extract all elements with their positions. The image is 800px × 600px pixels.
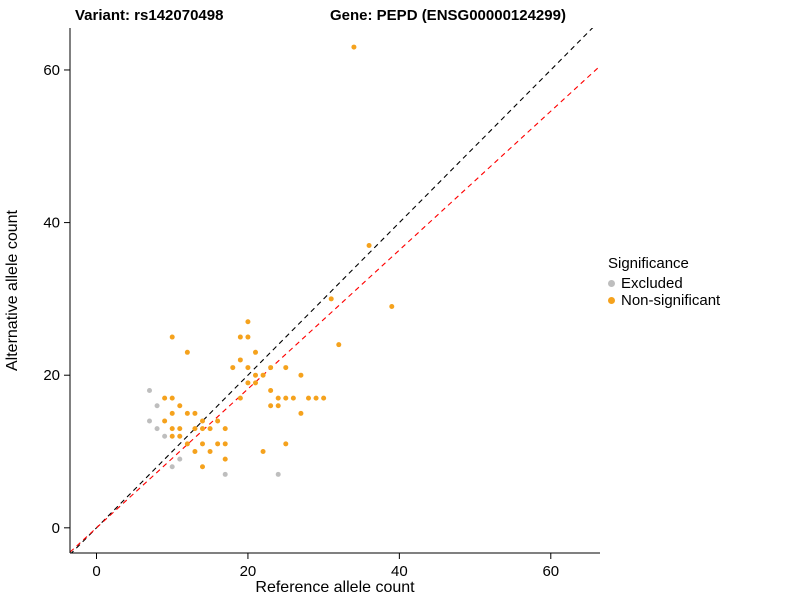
data-point xyxy=(222,426,228,432)
data-point xyxy=(222,441,228,447)
data-point xyxy=(162,418,168,424)
data-point xyxy=(351,44,357,50)
data-point xyxy=(200,418,205,424)
points-excluded xyxy=(147,387,281,477)
data-point xyxy=(222,471,228,477)
data-point xyxy=(184,410,190,416)
identity-line xyxy=(70,28,594,553)
data-point xyxy=(154,403,160,409)
y-tick-label: 60 xyxy=(43,62,60,79)
x-tick-label: 0 xyxy=(92,563,100,580)
legend-label-excluded: Excluded xyxy=(621,275,683,292)
data-point xyxy=(184,441,190,447)
points-non-significant xyxy=(162,44,395,470)
data-point xyxy=(169,426,175,432)
data-point xyxy=(192,449,198,455)
data-point xyxy=(260,449,266,455)
variant-title: Variant: rs142070498 xyxy=(75,7,224,24)
data-point xyxy=(336,342,342,348)
legend-entry-non-significant: Non-significant xyxy=(608,292,720,309)
data-point xyxy=(177,426,183,432)
legend-entry-excluded: Excluded xyxy=(608,275,720,292)
x-tick-label: 20 xyxy=(240,563,257,580)
data-point xyxy=(275,403,281,409)
data-point xyxy=(321,395,327,401)
data-point xyxy=(154,426,160,432)
data-point xyxy=(245,380,251,386)
data-point xyxy=(298,410,304,416)
data-point xyxy=(192,426,198,432)
data-point xyxy=(215,418,221,424)
data-point xyxy=(147,418,152,424)
data-point xyxy=(290,395,296,401)
legend: Significance Excluded Non-significant xyxy=(608,255,720,309)
reference-lines xyxy=(70,28,600,553)
data-point xyxy=(237,334,243,340)
y-tick-label: 20 xyxy=(43,367,60,384)
data-point xyxy=(298,372,304,378)
y-tick-label: 40 xyxy=(43,215,60,232)
data-point xyxy=(366,242,372,248)
legend-title: Significance xyxy=(608,255,689,272)
data-point xyxy=(313,395,319,401)
data-point xyxy=(306,395,311,401)
data-point xyxy=(283,365,289,371)
data-point xyxy=(169,464,175,470)
y-axis-title: Alternative allele count xyxy=(4,209,21,371)
data-point xyxy=(177,403,183,409)
data-point xyxy=(169,410,175,416)
data-point xyxy=(275,471,281,477)
axes: 0 20 40 60 0 20 40 60 xyxy=(43,28,600,580)
data-point xyxy=(230,365,236,371)
data-point xyxy=(260,372,266,378)
excluded-dot-icon xyxy=(608,280,615,287)
data-point xyxy=(283,395,289,401)
data-point xyxy=(328,296,334,302)
data-point xyxy=(245,334,251,340)
data-point xyxy=(389,304,395,310)
data-point xyxy=(215,441,221,447)
data-point xyxy=(177,433,183,439)
x-tick-label: 40 xyxy=(391,563,408,580)
data-point xyxy=(283,441,289,447)
x-tick-label: 60 xyxy=(542,563,559,580)
data-point xyxy=(237,395,243,401)
data-point xyxy=(162,395,168,401)
data-point xyxy=(207,426,213,432)
data-point xyxy=(245,365,251,371)
y-tick-label: 0 xyxy=(52,520,60,537)
non-significant-dot-icon xyxy=(608,297,615,304)
data-point xyxy=(268,403,274,409)
data-point xyxy=(253,349,258,355)
data-point xyxy=(200,441,205,447)
data-point xyxy=(245,319,251,325)
data-point xyxy=(169,433,175,439)
data-point xyxy=(200,426,205,432)
data-point xyxy=(268,365,274,371)
data-point xyxy=(169,334,175,340)
data-point xyxy=(169,395,175,401)
data-point xyxy=(207,449,213,455)
data-point xyxy=(237,357,243,363)
data-point xyxy=(184,349,190,355)
legend-label-non-significant: Non-significant xyxy=(621,292,721,309)
data-point xyxy=(275,395,281,401)
data-point xyxy=(147,387,152,393)
data-point xyxy=(200,464,205,470)
data-point xyxy=(192,410,198,416)
data-point xyxy=(162,433,168,439)
gene-title: Gene: PEPD (ENSG00000124299) xyxy=(330,7,566,24)
expected-ratio-line xyxy=(70,65,600,553)
data-point xyxy=(253,372,258,378)
data-point xyxy=(268,387,274,393)
data-point xyxy=(222,456,228,462)
data-point xyxy=(253,380,258,386)
x-axis-title: Reference allele count xyxy=(255,579,415,596)
data-point xyxy=(177,456,183,462)
